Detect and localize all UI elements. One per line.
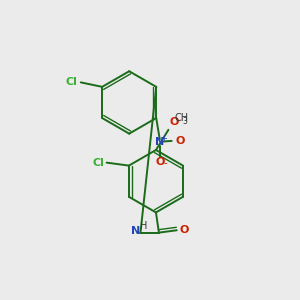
Text: Cl: Cl [92,158,104,168]
Text: O: O [155,157,164,167]
Text: Cl: Cl [66,77,78,87]
Text: H: H [140,221,147,231]
Text: 3: 3 [182,117,187,126]
Text: N: N [155,137,164,147]
Text: -: - [164,158,167,168]
Text: N: N [130,226,140,236]
Text: O: O [180,225,189,235]
Text: +: + [160,134,167,143]
Text: O: O [169,117,179,128]
Text: O: O [176,136,185,146]
Text: CH: CH [175,113,189,123]
